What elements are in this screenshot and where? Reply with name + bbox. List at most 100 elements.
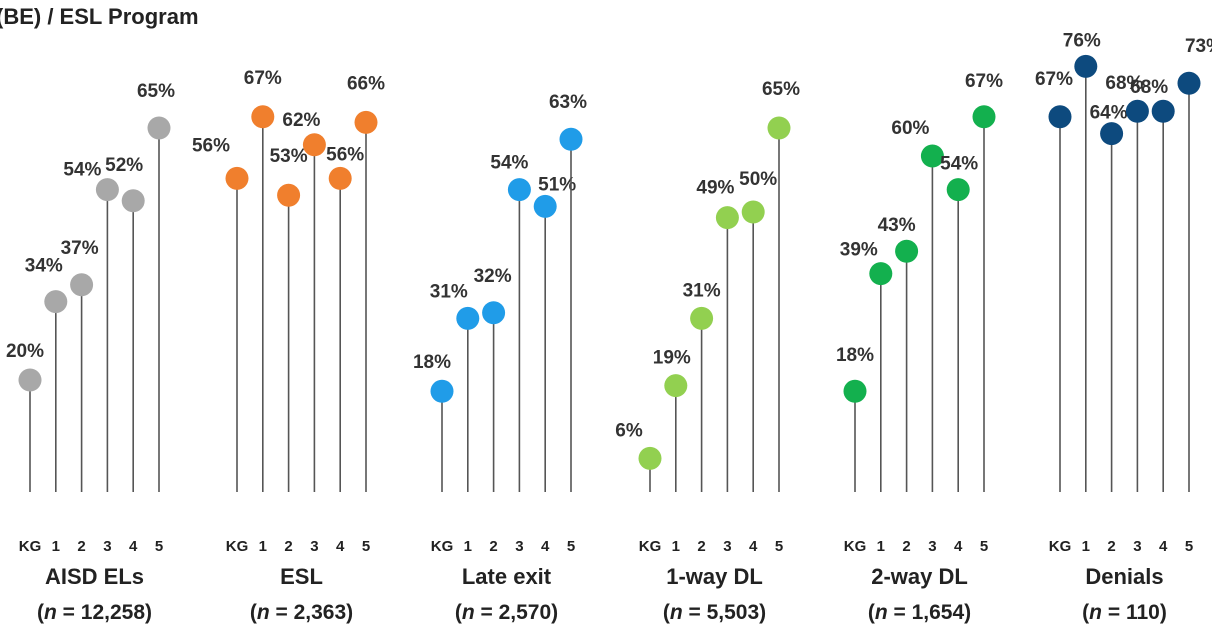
point-denials-2 [1100,122,1124,146]
data-label-1-way-dl-kg: 6% [615,420,643,441]
point-2-way-dl-2 [895,239,919,263]
tick-label-late-exit-kg: KG [431,538,454,555]
group-n-value-1-way-dl: 5,503 [707,601,760,624]
point-aisd-els-4 [121,189,145,213]
data-label-2-way-dl-4: 54% [940,154,978,175]
tick-label-esl-2: 2 [284,538,292,555]
group-esl: 56% KG 67% 1 53% 2 62% 3 56% 4 66% 5 ESL (n = 2,363) [192,68,385,624]
point-late-exit-4 [533,194,557,218]
tick-label-1-way-dl-1: 1 [672,538,680,555]
data-label-2-way-dl-1: 39% [840,240,878,261]
point-2-way-dl-5 [972,105,996,129]
point-late-exit-1 [456,306,480,330]
group-n-aisd-els: (n = 12,258) [37,601,152,624]
group-late-exit: 18% KG 31% 1 32% 2 54% 3 51% 4 63% 5 Late exit (n = 2… [413,92,587,624]
tick-label-late-exit-2: 2 [489,538,497,555]
group-n-1-way-dl: (n = 5,503) [663,601,766,624]
tick-label-denials-kg: KG [1049,538,1072,555]
data-label-late-exit-1: 31% [430,281,468,302]
data-label-late-exit-5: 63% [549,92,587,113]
group-name-late-exit: Late exit [462,564,552,589]
data-label-denials-kg: 67% [1035,69,1073,90]
data-label-late-exit-2: 32% [474,266,512,287]
tick-label-1-way-dl-kg: KG [639,538,662,555]
point-1-way-dl-4 [741,200,765,224]
point-2-way-dl-1 [869,262,893,286]
plot-area: 20% KG 34% 1 37% 2 54% 3 52% 4 65% 5 AISD ELs (n = 12… [6,30,1212,624]
point-aisd-els-kg [18,368,42,392]
data-label-1-way-dl-4: 50% [739,169,777,190]
group-name-esl: ESL [280,564,323,589]
point-denials-1 [1074,54,1098,78]
data-label-aisd-els-kg: 20% [6,341,44,362]
tick-label-denials-1: 1 [1082,538,1090,555]
group-n-value-2-way-dl: 1,654 [912,601,965,624]
tick-label-denials-3: 3 [1133,538,1141,555]
group-name-1-way-dl: 1-way DL [666,564,763,589]
tick-label-esl-kg: KG [226,538,249,555]
group-n-denials: (n = 110) [1082,601,1167,624]
data-label-aisd-els-2: 37% [61,238,99,259]
group-name-2-way-dl: 2-way DL [871,564,968,589]
data-label-aisd-els-3: 54% [63,160,101,181]
data-label-aisd-els-1: 34% [25,256,63,277]
point-esl-4 [328,166,352,190]
point-1-way-dl-2 [690,306,714,330]
tick-label-esl-4: 4 [336,538,345,555]
data-label-denials-1: 76% [1063,30,1101,51]
point-esl-2 [277,183,301,207]
group-name-denials: Denials [1085,564,1163,589]
data-label-esl-5: 66% [347,73,385,94]
point-denials-kg [1048,105,1072,129]
data-label-denials-2: 64% [1090,103,1128,124]
data-label-esl-kg: 56% [192,135,230,156]
point-denials-3 [1125,99,1149,123]
group-n-esl: (n = 2,363) [250,601,353,624]
tick-label-aisd-els-2: 2 [77,538,85,555]
point-denials-5 [1177,71,1201,95]
tick-label-late-exit-5: 5 [567,538,575,555]
group-2-way-dl: 18% KG 39% 1 43% 2 60% 3 54% 4 67% 5 2-way DL (n = 1,… [836,71,1003,624]
tick-label-late-exit-3: 3 [515,538,523,555]
data-label-late-exit-4: 51% [538,174,576,195]
tick-label-denials-4: 4 [1159,538,1168,555]
point-aisd-els-3 [95,178,119,202]
tick-label-2-way-dl-3: 3 [928,538,936,555]
point-2-way-dl-kg [843,379,867,403]
point-1-way-dl-kg [638,446,662,470]
chart-title: (BE) / ESL Program [0,4,199,29]
data-label-1-way-dl-3: 49% [696,178,734,199]
tick-label-aisd-els-3: 3 [103,538,111,555]
tick-label-2-way-dl-4: 4 [954,538,963,555]
tick-label-late-exit-4: 4 [541,538,550,555]
tick-label-denials-2: 2 [1107,538,1115,555]
group-aisd-els: 20% KG 34% 1 37% 2 54% 3 52% 4 65% 5 AISD ELs (n = 12… [6,81,175,624]
tick-label-aisd-els-1: 1 [52,538,60,555]
tick-label-esl-3: 3 [310,538,318,555]
data-label-aisd-els-5: 65% [137,81,175,102]
point-2-way-dl-4 [946,178,970,202]
point-1-way-dl-3 [715,206,739,230]
data-label-denials-5: 73% [1185,36,1212,57]
tick-label-late-exit-1: 1 [464,538,472,555]
tick-label-aisd-els-5: 5 [155,538,163,555]
data-label-esl-3: 62% [282,110,320,131]
point-late-exit-5 [559,127,583,151]
group-n-value-aisd-els: 12,258 [81,601,146,624]
point-aisd-els-1 [44,290,68,314]
group-name-aisd-els: AISD ELs [45,564,144,589]
data-label-late-exit-kg: 18% [413,352,451,373]
data-label-denials-3: 68% [1105,73,1143,94]
tick-label-2-way-dl-1: 1 [877,538,885,555]
data-label-late-exit-3: 54% [490,153,528,174]
tick-label-2-way-dl-kg: KG [844,538,867,555]
tick-label-aisd-els-4: 4 [129,538,138,555]
group-denials: 67% KG 76% 1 64% 2 68% 3 68% 4 73% 5 Denials (n = 110… [1035,30,1212,624]
point-denials-4 [1151,99,1175,123]
group-n-value-late-exit: 2,570 [499,601,552,624]
group-1-way-dl: 6% KG 19% 1 31% 2 49% 3 50% 4 65% 5 1-way DL (n = 5,5… [615,79,800,624]
tick-label-1-way-dl-5: 5 [775,538,783,555]
group-n-late-exit: (n = 2,570) [455,601,558,624]
point-esl-3 [302,133,326,157]
